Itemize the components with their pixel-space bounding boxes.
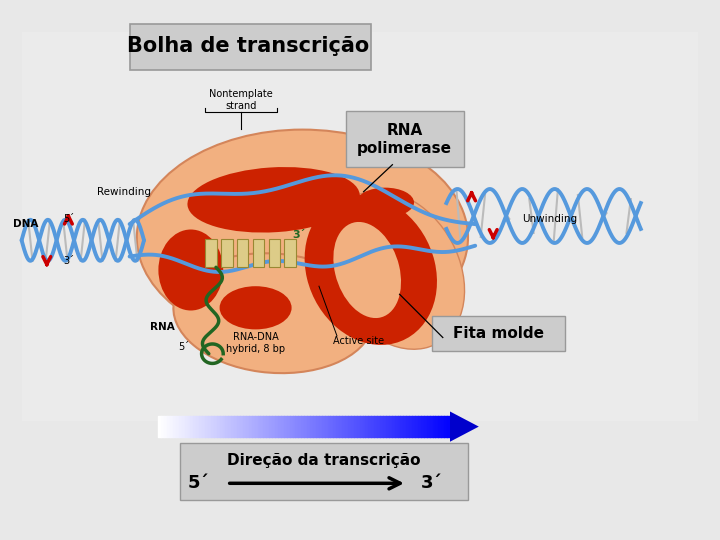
Bar	[284, 239, 296, 267]
Polygon shape	[450, 411, 479, 442]
Text: 3´: 3´	[421, 474, 443, 492]
Ellipse shape	[333, 222, 401, 318]
Bar	[269, 239, 280, 267]
Bar	[221, 239, 233, 267]
Text: Active site: Active site	[333, 336, 384, 346]
FancyBboxPatch shape	[130, 24, 371, 70]
Text: 5´: 5´	[63, 214, 74, 224]
Bar	[253, 239, 264, 267]
Ellipse shape	[158, 230, 223, 310]
FancyBboxPatch shape	[180, 443, 468, 500]
FancyBboxPatch shape	[22, 32, 698, 421]
FancyBboxPatch shape	[346, 111, 464, 167]
Ellipse shape	[174, 253, 374, 373]
FancyBboxPatch shape	[432, 316, 565, 351]
Bar	[237, 239, 248, 267]
Text: Rewinding: Rewinding	[97, 187, 151, 197]
Text: DNA: DNA	[13, 219, 38, 229]
Text: Nontemplate
strand: Nontemplate strand	[210, 89, 273, 111]
Ellipse shape	[356, 187, 414, 217]
Text: RNA
polimerase: RNA polimerase	[357, 123, 452, 156]
Text: 3´: 3´	[63, 256, 74, 266]
Text: 5´: 5´	[187, 474, 209, 492]
Ellipse shape	[187, 167, 360, 233]
Text: Unwinding: Unwinding	[522, 214, 577, 224]
Text: Fita molde: Fita molde	[453, 326, 544, 341]
Ellipse shape	[137, 130, 468, 346]
Text: RNA-DNA
hybrid, 8 bp: RNA-DNA hybrid, 8 bp	[226, 332, 285, 354]
Ellipse shape	[328, 191, 464, 349]
Text: RNA: RNA	[150, 322, 174, 332]
Text: Bolha de transcrição: Bolha de transcrição	[127, 36, 369, 56]
Text: 5´: 5´	[178, 342, 189, 352]
Text: Direção da transcrição: Direção da transcrição	[228, 453, 420, 468]
Ellipse shape	[305, 195, 437, 345]
Bar	[205, 239, 217, 267]
Text: 3´: 3´	[292, 230, 305, 240]
Ellipse shape	[220, 286, 292, 329]
